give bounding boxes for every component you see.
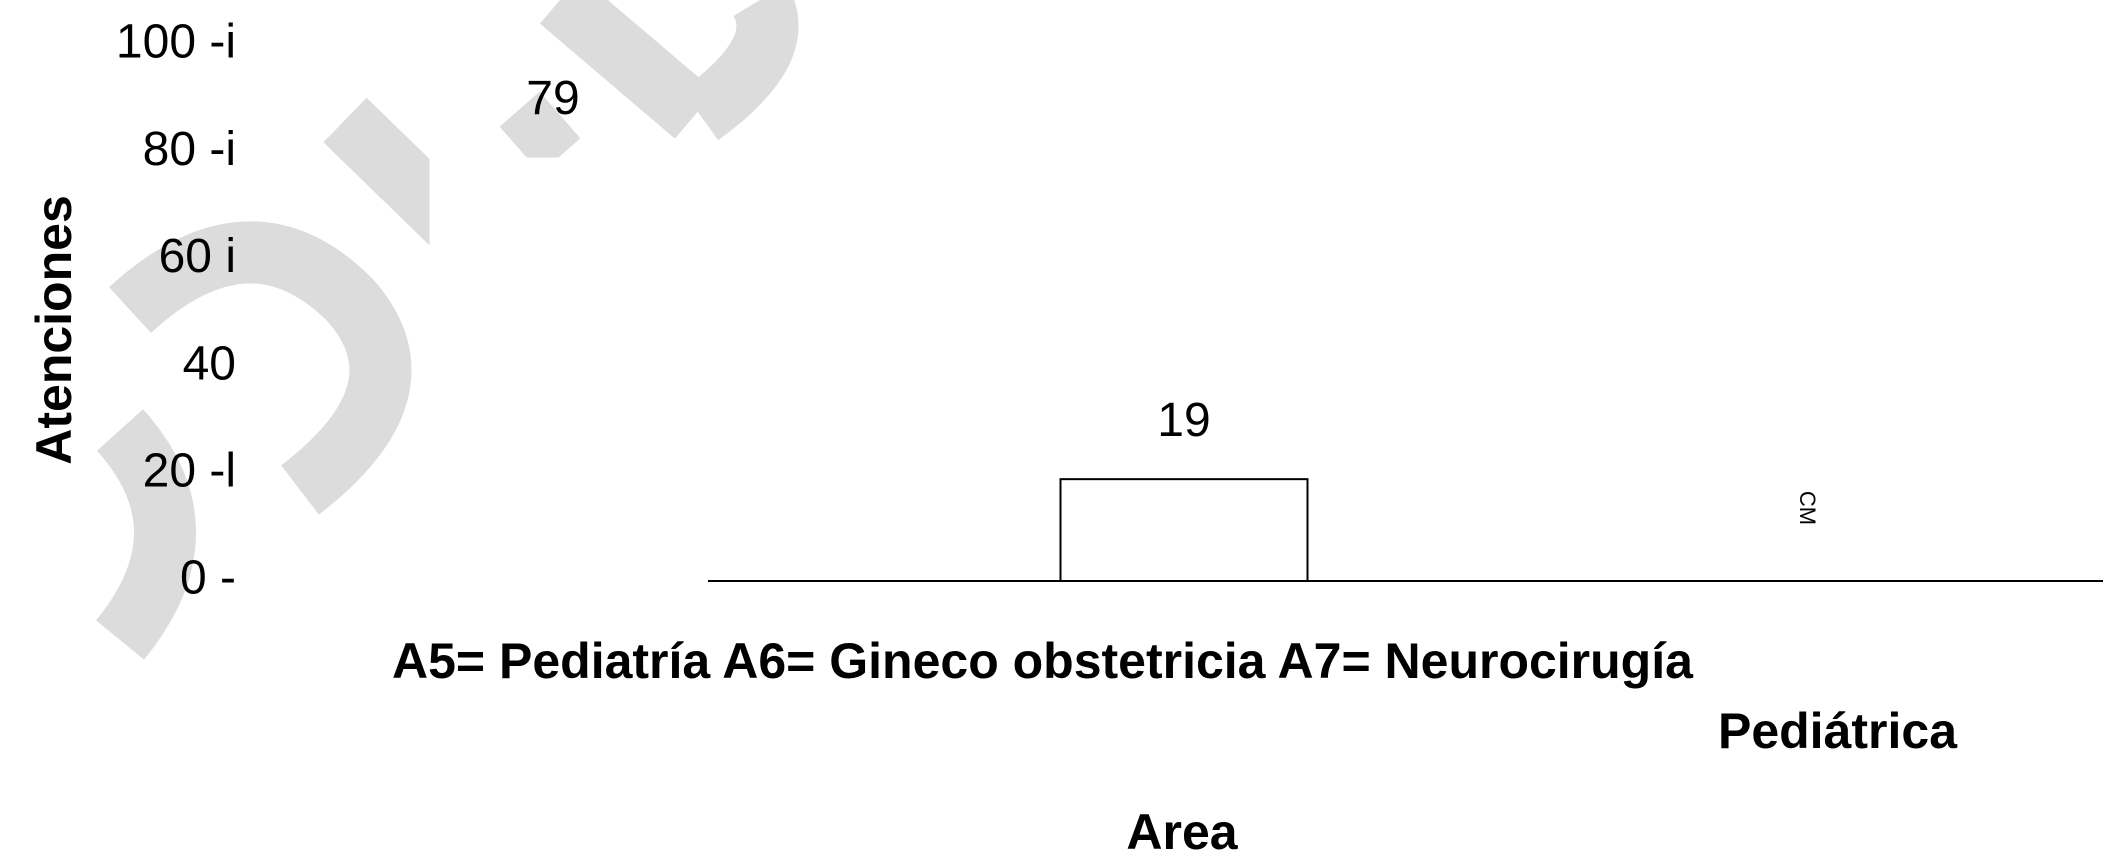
data-label: 79 — [526, 72, 579, 125]
y-tick-label: 80 -i — [143, 123, 236, 176]
x-axis-label: Area — [1126, 804, 1238, 860]
y-tick-label: 100 -i — [116, 16, 236, 69]
legend-text: A5= Pediatría A6= Gineco obstetricia A7=… — [392, 633, 1694, 689]
bar — [1059, 478, 1309, 582]
y-axis-label: Atenciones — [26, 195, 82, 465]
y-tick-label: 20 -l — [143, 444, 236, 497]
y-tick-label: 0 - — [180, 552, 236, 605]
legend-text: Pediátrica — [1718, 703, 1958, 759]
y-tick-label: 60 i — [159, 230, 236, 283]
y-tick-label: 40 — [183, 337, 236, 390]
annotation: CM — [1795, 491, 1820, 525]
bar — [429, 157, 677, 581]
data-label: 19 — [1157, 394, 1210, 447]
